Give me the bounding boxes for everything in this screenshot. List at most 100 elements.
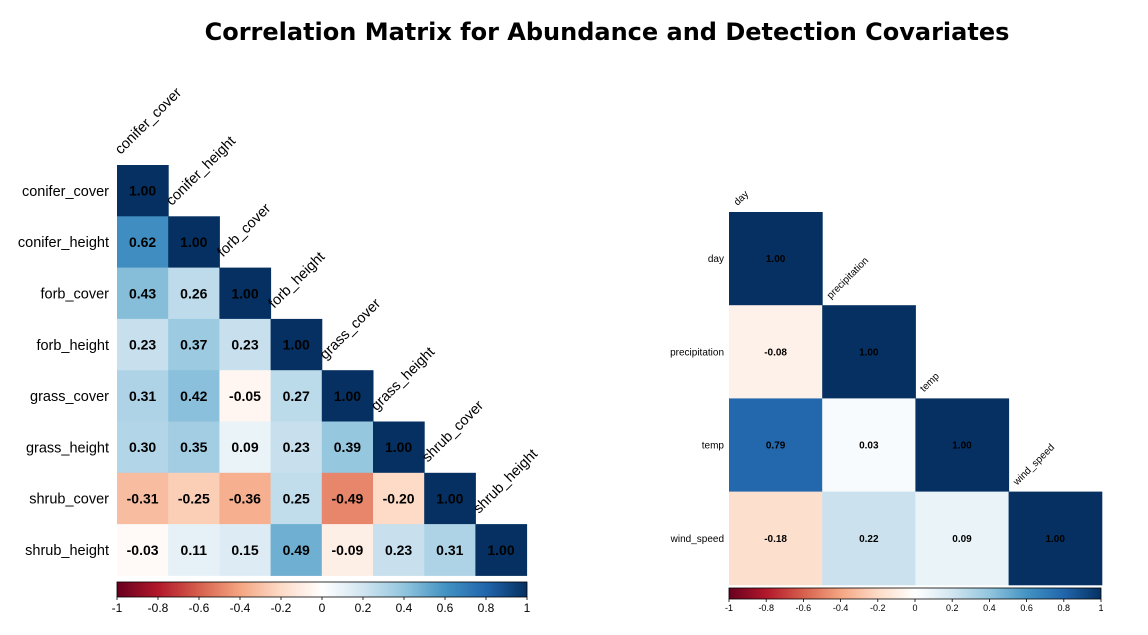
row-label-grass_height: grass_height <box>26 440 109 456</box>
cell-value-shrub_cover-conifer_height: -0.25 <box>178 490 210 506</box>
cell-value-wind_speed-wind_speed: 1.00 <box>1045 534 1065 545</box>
cell-temp-temp <box>915 398 1010 493</box>
cell-value-day-day: 1.00 <box>766 254 786 265</box>
cell-value-wind_speed-precipitation: 0.22 <box>859 534 879 545</box>
colorbar-tick-label: 1 <box>524 601 531 615</box>
cell-value-shrub_cover-forb_height: 0.25 <box>283 490 310 506</box>
col-label-forb_cover: forb_cover <box>215 201 275 261</box>
cell-value-grass_cover-conifer_height: 0.42 <box>180 388 207 404</box>
cell-grass_cover-conifer_height <box>168 370 220 422</box>
cell-shrub_height-grass_height <box>373 524 425 576</box>
cell-value-forb_height-forb_cover: 0.23 <box>231 337 258 353</box>
cell-shrub_cover-forb_height <box>270 472 323 525</box>
cell-grass_height-grass_height <box>373 421 425 474</box>
cell-shrub_cover-shrub_cover <box>424 472 476 525</box>
colorbar-tick-label: -1 <box>112 601 123 615</box>
cell-value-grass_cover-conifer_cover: 0.31 <box>129 388 156 404</box>
cell-value-grass_height-forb_cover: 0.09 <box>231 439 258 455</box>
cell-shrub_height-conifer_cover <box>117 524 169 576</box>
colorbar-tick-label: 0.6 <box>437 601 454 615</box>
col-label-day: day <box>732 189 751 208</box>
cell-value-forb_cover-conifer_height: 0.26 <box>180 285 207 301</box>
cell-value-grass_cover-grass_cover: 1.00 <box>334 388 361 404</box>
cell-shrub_height-forb_height <box>270 524 323 576</box>
cell-grass_cover-forb_cover <box>219 370 272 422</box>
col-label-conifer_height: conifer_height <box>163 133 239 209</box>
colorbar-tick-label: -0.6 <box>189 601 210 615</box>
cell-value-grass_cover-forb_cover: -0.05 <box>229 388 261 404</box>
row-label-precipitation: precipitation <box>670 347 724 358</box>
cell-value-grass_height-conifer_height: 0.35 <box>180 439 207 455</box>
cell-value-grass_height-grass_cover: 0.39 <box>334 439 361 455</box>
cell-shrub_height-shrub_height <box>475 524 528 576</box>
cell-precipitation-precipitation <box>822 305 916 399</box>
row-label-temp: temp <box>702 441 725 452</box>
col-label-shrub_height: shrub_height <box>471 446 542 517</box>
colorbar-tick-label: 0.6 <box>1020 603 1033 613</box>
colorbar-tick-label: 0.8 <box>478 601 495 615</box>
cell-value-wind_speed-temp: 0.09 <box>952 534 972 545</box>
cell-conifer_height-conifer_height <box>168 216 220 269</box>
cell-temp-precipitation <box>822 398 916 493</box>
colorbar-tick-label: 0.8 <box>1058 603 1071 613</box>
cell-conifer_height-conifer_cover <box>117 216 169 269</box>
cell-grass_height-forb_height <box>270 421 323 474</box>
cell-value-shrub_cover-forb_cover: -0.36 <box>229 490 261 506</box>
cell-wind_speed-day <box>729 491 823 586</box>
colorbar <box>728 587 1102 600</box>
colorbar-tick-label: 0.4 <box>396 601 413 615</box>
col-label-forb_height: forb_height <box>266 249 329 312</box>
cell-value-precipitation-day: -0.08 <box>764 347 787 358</box>
cell-value-shrub_cover-shrub_cover: 1.00 <box>436 490 463 506</box>
cell-value-forb_height-conifer_cover: 0.23 <box>129 337 156 353</box>
cell-value-grass_height-conifer_cover: 0.30 <box>129 439 156 455</box>
cell-value-shrub_height-shrub_cover: 0.31 <box>436 542 463 558</box>
col-label-grass_cover: grass_cover <box>317 296 384 363</box>
cell-shrub_height-grass_cover <box>321 524 374 576</box>
cell-wind_speed-temp <box>915 491 1010 586</box>
cell-wind_speed-precipitation <box>822 491 916 586</box>
colorbar-tick-label: -0.8 <box>148 601 169 615</box>
cell-forb_height-conifer_cover <box>117 318 169 371</box>
row-label-forb_height: forb_height <box>36 338 109 354</box>
row-label-shrub_cover: shrub_cover <box>29 492 109 508</box>
row-label-grass_cover: grass_cover <box>30 389 109 405</box>
cell-value-grass_cover-forb_height: 0.27 <box>283 388 310 404</box>
cell-shrub_cover-grass_height <box>373 472 425 525</box>
colorbar-tick-label: 0 <box>912 603 917 613</box>
col-label-conifer_cover: conifer_cover <box>112 85 185 158</box>
row-label-conifer_cover: conifer_cover <box>22 184 109 200</box>
cell-value-shrub_cover-grass_cover: -0.49 <box>331 490 363 506</box>
cell-value-forb_height-conifer_height: 0.37 <box>180 337 207 353</box>
cell-value-wind_speed-day: -0.18 <box>764 534 787 545</box>
cell-value-shrub_height-forb_cover: 0.15 <box>231 542 258 558</box>
col-label-wind_speed: wind_speed <box>1011 442 1057 488</box>
cell-value-shrub_cover-conifer_cover: -0.31 <box>127 490 159 506</box>
cell-shrub_cover-forb_cover <box>219 472 272 525</box>
cell-grass_height-forb_cover <box>219 421 272 474</box>
cell-value-shrub_height-grass_height: 0.23 <box>385 542 412 558</box>
colorbar-tick-label: 0.2 <box>946 603 959 613</box>
cell-grass_height-conifer_cover <box>117 421 169 474</box>
cell-forb_cover-forb_cover <box>219 267 272 320</box>
cell-precipitation-day <box>729 305 823 399</box>
cell-value-shrub_height-forb_height: 0.49 <box>283 542 310 558</box>
cell-shrub_height-shrub_cover <box>424 524 476 576</box>
detection-correlation-matrix: 1.00 -0.08 1.00 0.79 0.03 1.00 -0.18 0.22 0.09 1.… <box>670 189 1104 613</box>
cell-shrub_cover-conifer_height <box>168 472 220 525</box>
cell-value-precipitation-precipitation: 1.00 <box>859 347 879 358</box>
colorbar-tick-label: 0.4 <box>983 603 996 613</box>
cell-value-conifer_height-conifer_height: 1.00 <box>180 234 207 250</box>
cell-temp-day <box>729 398 823 493</box>
colorbar-tick-label: -0.2 <box>870 603 886 613</box>
cell-value-grass_height-grass_height: 1.00 <box>385 439 412 455</box>
cell-value-grass_height-forb_height: 0.23 <box>283 439 310 455</box>
cell-forb_cover-conifer_height <box>168 267 220 320</box>
colorbar-tick-label: -0.4 <box>833 603 849 613</box>
cell-value-shrub_height-conifer_height: 0.11 <box>181 542 208 558</box>
colorbar-tick-label: -0.2 <box>271 601 292 615</box>
cell-wind_speed-wind_speed <box>1008 491 1103 586</box>
cell-value-shrub_height-conifer_cover: -0.03 <box>127 542 159 558</box>
cell-value-conifer_cover-conifer_cover: 1.00 <box>129 183 156 199</box>
